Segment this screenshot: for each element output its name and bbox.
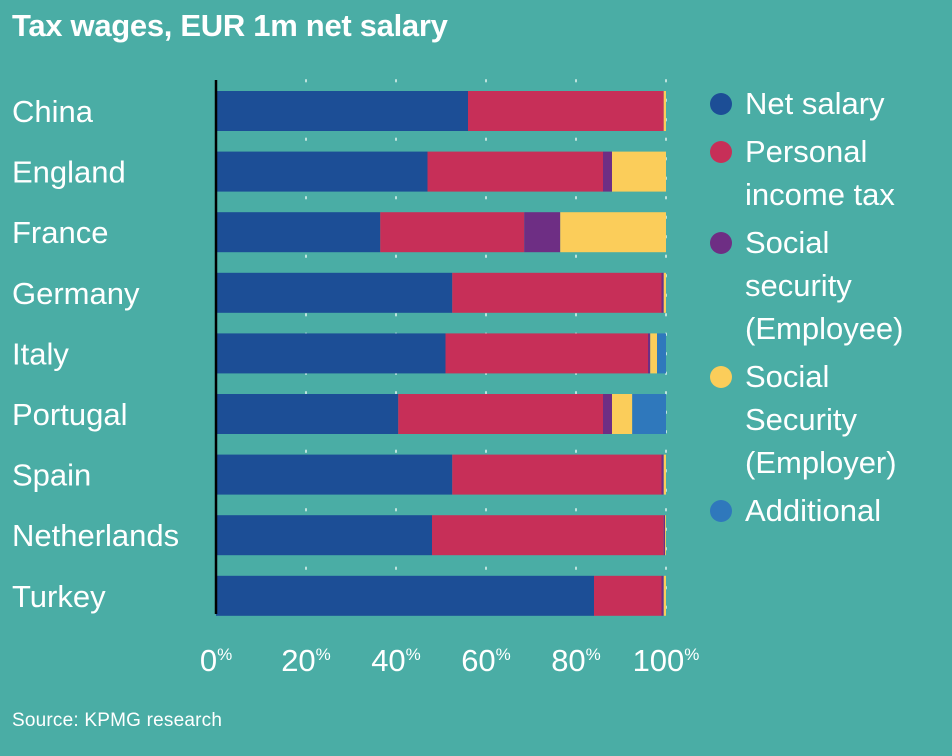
category-label: Turkey xyxy=(12,579,106,614)
bar-segment xyxy=(216,515,432,556)
category-label: Germany xyxy=(12,276,140,311)
bars xyxy=(216,91,666,616)
bar-segment xyxy=(216,454,453,495)
category-label: Spain xyxy=(12,458,91,493)
category-label: France xyxy=(12,215,108,250)
legend-swatch xyxy=(710,93,732,115)
legend-item: Additional xyxy=(710,489,950,532)
bar-segment xyxy=(432,515,664,556)
bar-segment xyxy=(216,394,399,434)
bar-segment xyxy=(524,212,561,253)
bar-segment xyxy=(216,91,468,131)
bar-segment xyxy=(663,272,666,313)
legend: Net salary Personal income tax Social securi… xyxy=(710,82,950,537)
legend-swatch xyxy=(710,141,732,163)
x-tick-label: 20% xyxy=(281,643,331,678)
bar-segment xyxy=(663,575,666,616)
bar-segment xyxy=(216,272,453,313)
category-label: China xyxy=(12,94,94,129)
legend-label-line: (Employer) xyxy=(745,445,897,480)
bar-segment xyxy=(661,454,664,495)
bar-segment xyxy=(612,394,633,434)
bar-segment xyxy=(452,454,662,495)
category-labels: China England France Germany Italy Portugal Sp… xyxy=(12,94,179,614)
legend-label-line: income tax xyxy=(745,177,895,212)
legend-swatch xyxy=(710,366,732,388)
bar-segment xyxy=(445,333,648,374)
legend-swatch xyxy=(710,232,732,254)
bar-segment xyxy=(603,394,612,434)
bar-segment xyxy=(380,212,525,253)
bar-segment xyxy=(452,272,662,313)
x-tick-label: 60% xyxy=(461,643,511,678)
bar-segment xyxy=(663,454,666,495)
stacked-bar-chart: China England France Germany Italy Portugal Sp… xyxy=(12,79,700,678)
legend-label-line: security xyxy=(745,268,852,303)
x-tick-labels: 0% 20% 40% 60% 80% 100% xyxy=(200,643,700,678)
bar-segment xyxy=(560,212,666,253)
bar-segment xyxy=(661,575,664,616)
bar-segment xyxy=(663,515,666,556)
bar-segment xyxy=(216,151,428,192)
legend-label-line: Additional xyxy=(745,493,882,528)
legend-label-line: Social xyxy=(745,359,830,394)
legend-label-line: Security xyxy=(745,402,857,437)
bar-segment xyxy=(632,394,666,434)
legend-label-line: Net salary xyxy=(745,86,885,121)
legend-item: Social security (Employee) xyxy=(710,221,950,350)
legend-label-line: Personal xyxy=(745,134,868,169)
bar-segment xyxy=(650,333,657,374)
bar-segment xyxy=(216,212,381,253)
category-label: Portugal xyxy=(12,397,127,432)
bar-segment xyxy=(398,394,603,434)
x-tick-label: 100% xyxy=(633,643,700,678)
bar-segment xyxy=(661,272,664,313)
bar-segment xyxy=(648,333,651,374)
x-tick-label: 0% xyxy=(200,643,232,678)
bar-segment xyxy=(663,91,666,131)
legend-item: Social Security (Employer) xyxy=(710,355,950,484)
chart-title: Tax wages, EUR 1m net salary xyxy=(12,8,448,43)
category-label: Italy xyxy=(12,336,69,371)
bar-segment xyxy=(665,515,666,556)
bar-segment xyxy=(468,91,664,131)
legend-item: Net salary xyxy=(710,82,950,125)
x-tick-label: 80% xyxy=(551,643,601,678)
x-tick-label: 40% xyxy=(371,643,421,678)
category-label: Netherlands xyxy=(12,518,179,553)
bar-segment xyxy=(612,151,666,192)
legend-label-line: (Employee) xyxy=(745,311,904,346)
bar-segment xyxy=(603,151,612,192)
bar-segment xyxy=(657,333,666,374)
bar-segment xyxy=(427,151,603,192)
category-label: England xyxy=(12,155,126,190)
legend-item: Personal income tax xyxy=(710,130,950,216)
source-note: Source: KPMG research xyxy=(12,710,223,731)
bar-segment xyxy=(216,575,594,616)
legend-label-line: Social xyxy=(745,225,830,260)
bar-segment xyxy=(594,575,662,616)
legend-swatch xyxy=(710,500,732,522)
bar-segment xyxy=(216,333,446,374)
